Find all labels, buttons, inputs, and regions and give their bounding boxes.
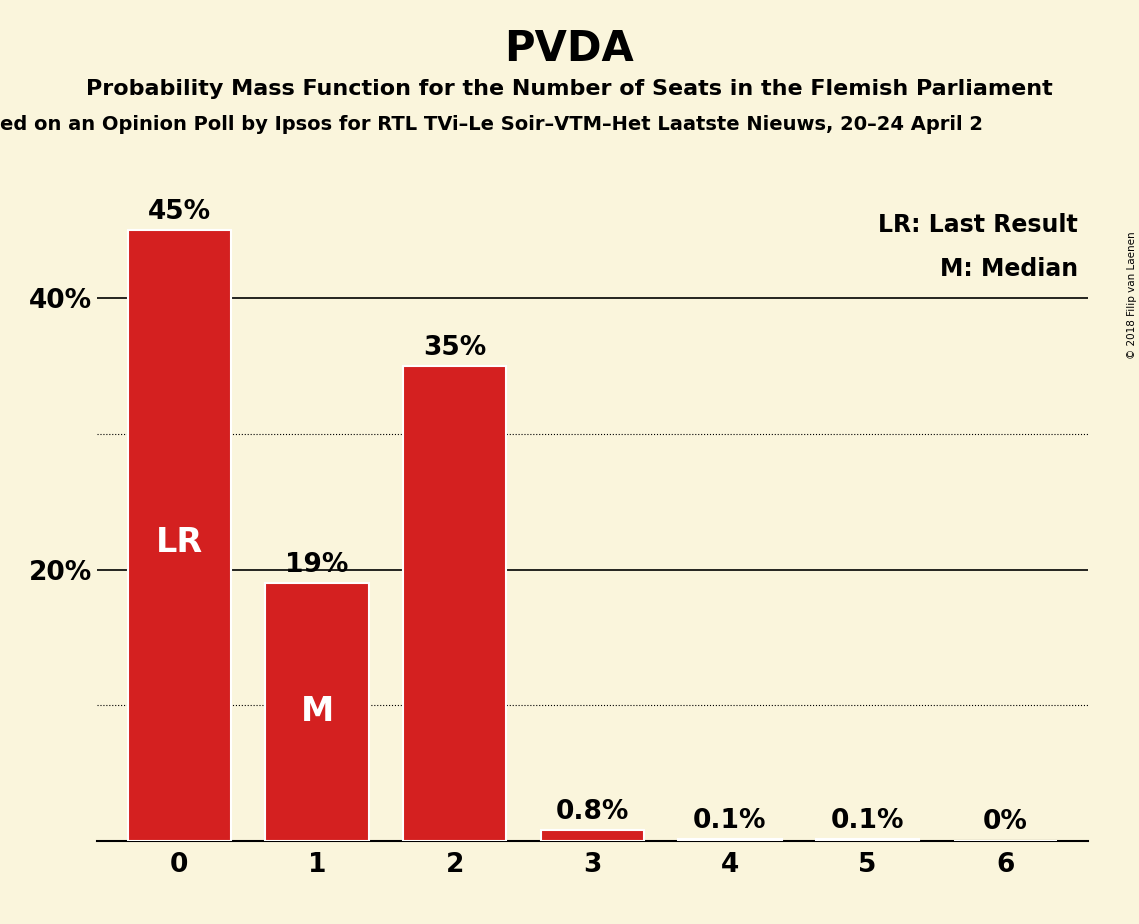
Text: 0.8%: 0.8% xyxy=(556,798,629,824)
Text: 0.1%: 0.1% xyxy=(830,808,904,834)
Bar xyxy=(403,366,506,841)
Bar xyxy=(128,230,231,841)
Text: PVDA: PVDA xyxy=(505,28,634,69)
Text: 0%: 0% xyxy=(983,809,1027,835)
Text: ed on an Opinion Poll by Ipsos for RTL TVi–Le Soir–VTM–Het Laatste Nieuws, 20–24: ed on an Opinion Poll by Ipsos for RTL T… xyxy=(0,116,983,135)
Text: M: M xyxy=(301,696,334,728)
Bar xyxy=(541,830,644,841)
Bar xyxy=(679,840,781,841)
Text: 35%: 35% xyxy=(423,334,486,360)
Text: Probability Mass Function for the Number of Seats in the Flemish Parliament: Probability Mass Function for the Number… xyxy=(87,79,1052,99)
Bar xyxy=(265,583,369,841)
Text: 19%: 19% xyxy=(286,552,349,578)
Text: LR: Last Result: LR: Last Result xyxy=(878,213,1077,237)
Text: M: Median: M: Median xyxy=(940,258,1077,282)
Text: © 2018 Filip van Laenen: © 2018 Filip van Laenen xyxy=(1126,231,1137,359)
Text: 45%: 45% xyxy=(148,199,211,225)
Text: 0.1%: 0.1% xyxy=(694,808,767,834)
Text: LR: LR xyxy=(156,526,203,559)
Bar xyxy=(816,840,919,841)
